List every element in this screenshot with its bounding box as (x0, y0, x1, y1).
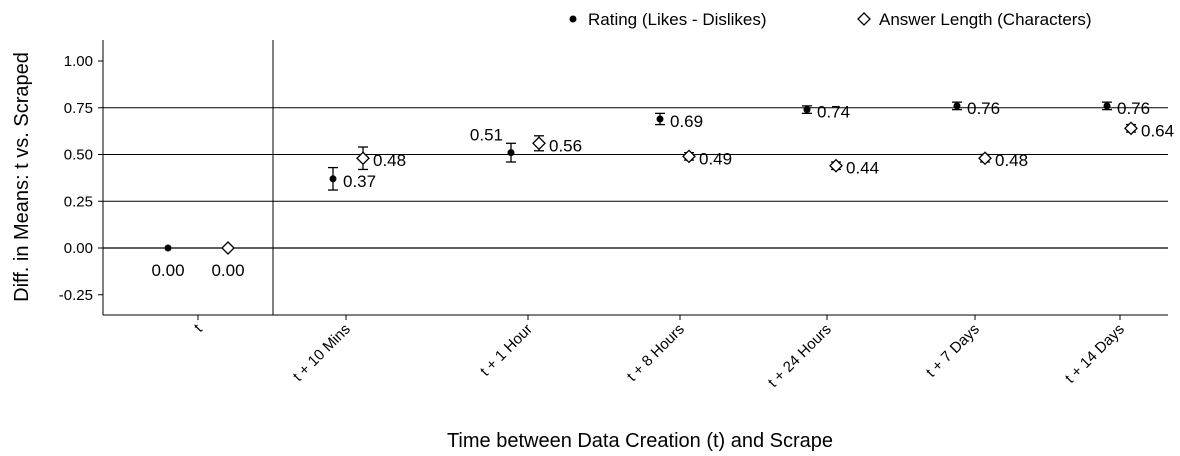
rating-point (1103, 102, 1111, 110)
y-tick-label: 0.50 (64, 147, 93, 164)
x-tick-label: t + 8 Hours (624, 321, 688, 385)
x-axis-title: Time between Data Creation (t) and Scrap… (447, 430, 833, 452)
data-marks: 0.00 0.37 0.51 0.69 0.74 0.76 0.76 0.00 0.48 0.56… (151, 99, 1174, 280)
x-tick-label: t (191, 320, 207, 336)
length-point (356, 151, 370, 166)
gridlines (103, 107, 1168, 249)
length-point (532, 136, 546, 151)
x-tick-label: t + 24 Hours (765, 321, 835, 391)
rating-value-label: 0.76 (967, 99, 1000, 118)
length-point (682, 149, 696, 164)
rating-point (164, 244, 172, 252)
legend-length-marker (857, 12, 871, 26)
length-value-label: 0.48 (373, 151, 406, 170)
length-value-label: 0.48 (995, 151, 1028, 170)
rating-value-label: 0.00 (151, 261, 184, 280)
length-value-label: 0.64 (1141, 121, 1174, 140)
length-value-label: 0.00 (211, 261, 244, 280)
legend-length-label: Answer Length (Characters) (879, 10, 1092, 29)
rating-point (656, 115, 664, 123)
length-point (221, 241, 235, 255)
x-ticks: t t + 10 Mins t + 1 Hour t + 8 Hours t + 24 … (191, 315, 1128, 391)
rating-value-label: 0.76 (1117, 99, 1150, 118)
rating-point (507, 149, 515, 157)
y-tick-label: 0.00 (64, 240, 93, 257)
y-tick-label: 0.75 (64, 100, 93, 117)
length-value-label: 0.44 (846, 159, 879, 178)
length-point (829, 158, 843, 173)
y-tick-label: 1.00 (64, 53, 93, 70)
x-tick-label: t + 1 Hour (477, 321, 536, 380)
rating-point (329, 175, 337, 183)
length-point (978, 151, 992, 166)
rating-point (803, 106, 811, 114)
axes (102, 40, 1168, 316)
legend: Rating (Likes - Dislikes) Answer Length … (569, 10, 1092, 29)
rating-value-label: 0.37 (343, 172, 376, 191)
x-tick-label: t + 10 Mins (290, 321, 354, 385)
legend-rating-marker (569, 15, 577, 23)
y-ticks: 1.00 0.75 0.50 0.25 0.00 -0.25 (59, 53, 103, 304)
legend-rating-label: Rating (Likes - Dislikes) (588, 10, 767, 29)
rating-point (953, 102, 961, 110)
x-tick-label: t + 14 Days (1062, 321, 1128, 387)
y-tick-label: -0.25 (59, 287, 93, 304)
y-axis-title: Diff. in Means: t vs. Scraped (11, 52, 33, 302)
rating-value-label: 0.69 (670, 112, 703, 131)
y-tick-label: 0.25 (64, 193, 93, 210)
rating-value-label: 0.51 (470, 126, 503, 145)
length-value-label: 0.49 (699, 149, 732, 168)
x-tick-label: t + 7 Days (923, 321, 983, 381)
rating-value-label: 0.74 (817, 103, 850, 122)
length-point (1124, 121, 1138, 136)
length-value-label: 0.56 (549, 136, 582, 155)
